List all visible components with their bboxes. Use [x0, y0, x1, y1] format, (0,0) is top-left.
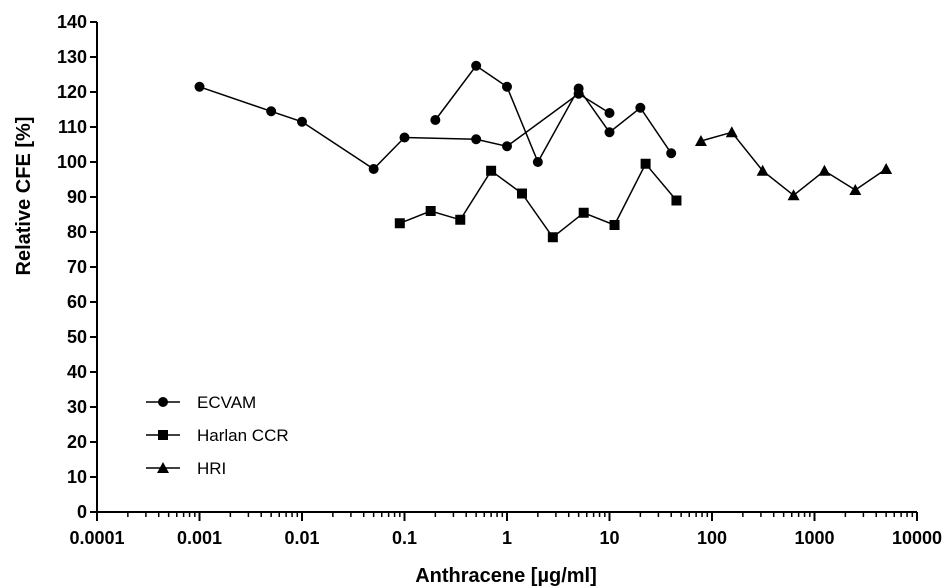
x-tick-label: 1000	[794, 528, 834, 548]
y-tick-label: 10	[67, 467, 87, 487]
data-point-harlan-ccr	[671, 195, 682, 206]
data-point-ecvam	[604, 108, 615, 118]
data-point-harlan-ccr	[640, 158, 651, 169]
x-tick-label: 100	[697, 528, 727, 548]
y-tick-label: 140	[57, 12, 87, 32]
data-point-ecvam	[635, 102, 646, 113]
data-point-harlan-ccr	[516, 188, 527, 199]
legend-marker-hri	[157, 462, 169, 473]
y-tick-label: 90	[67, 187, 87, 207]
y-tick-label: 40	[67, 362, 87, 382]
data-point-hri	[725, 126, 738, 138]
data-point-ecvam	[471, 134, 482, 145]
data-point-harlan-ccr	[609, 220, 620, 230]
y-tick-label: 120	[57, 82, 87, 102]
y-tick-label: 60	[67, 292, 87, 312]
x-tick-label: 0.001	[177, 528, 222, 548]
legend-marker-ecvam	[158, 397, 168, 407]
data-point-hri	[880, 163, 893, 174]
data-point-harlan-ccr	[578, 207, 589, 218]
data-point-harlan-ccr	[394, 218, 405, 229]
data-point-ecvam	[430, 115, 441, 125]
legend-label-harlan-ccr: Harlan CCR	[197, 426, 289, 445]
data-point-hri	[694, 135, 707, 146]
legend-label-ecvam: ECVAM	[197, 393, 256, 412]
data-point-ecvam	[604, 127, 615, 138]
y-tick-label: 100	[57, 152, 87, 172]
x-tick-label: 0.1	[392, 528, 417, 548]
plot-lines	[199, 64, 887, 239]
x-axis-title: Anthracene [µg/ml]	[415, 565, 597, 587]
data-point-ecvam	[502, 81, 512, 92]
y-tick-label: 30	[67, 397, 87, 417]
data-point-harlan-ccr	[547, 232, 558, 243]
y-tick-label: 50	[67, 327, 87, 347]
legend-marker-harlan-ccr	[158, 430, 168, 440]
series-line-harlan-ccr	[399, 162, 678, 239]
y-axis: 0 10 20 30 40 50 60 70 80 90 100 110 120 130 140	[57, 12, 98, 522]
data-point-ecvam	[266, 106, 277, 117]
data-point-hri	[849, 184, 862, 195]
data-point-ecvam	[502, 141, 512, 152]
y-tick-label: 20	[67, 432, 87, 452]
x-tick-label: 1	[502, 528, 512, 548]
plot-markers	[194, 60, 893, 243]
data-point-ecvam	[399, 132, 410, 143]
x-tick-label: 0.0001	[69, 528, 124, 548]
series-line-ecvam	[199, 86, 610, 170]
series-line-hri	[700, 131, 887, 197]
x-tick-label: 0.01	[284, 528, 319, 548]
data-point-harlan-ccr	[425, 206, 436, 216]
y-tick-label: 0	[77, 502, 87, 522]
legend: ECVAM Harlan CCR HRI	[146, 393, 289, 478]
y-axis-title: Relative CFE [%]	[13, 117, 35, 276]
data-point-ecvam	[368, 164, 379, 174]
data-point-ecvam	[194, 81, 205, 92]
y-tick-label: 80	[67, 222, 87, 242]
data-point-hri	[756, 164, 769, 176]
y-tick-label: 70	[67, 257, 87, 277]
y-tick-label: 110	[58, 117, 87, 137]
y-tick-label: 130	[57, 47, 87, 67]
series-line-ecvam	[434, 64, 672, 164]
data-point-ecvam	[471, 60, 482, 71]
x-axis: 0.0001 0.001 0.01 0.1 1 10 100 1000 10000	[69, 511, 942, 548]
data-point-hri	[787, 189, 800, 201]
data-point-ecvam	[666, 148, 677, 159]
data-point-hri	[818, 164, 831, 176]
data-point-harlan-ccr	[455, 214, 466, 225]
data-point-ecvam	[532, 157, 543, 167]
data-point-ecvam	[297, 116, 307, 127]
x-tick-label: 10	[599, 528, 619, 548]
x-tick-label: 10000	[892, 528, 942, 548]
data-point-ecvam	[573, 83, 584, 94]
data-point-harlan-ccr	[486, 165, 497, 176]
legend-label-hri: HRI	[197, 459, 226, 478]
